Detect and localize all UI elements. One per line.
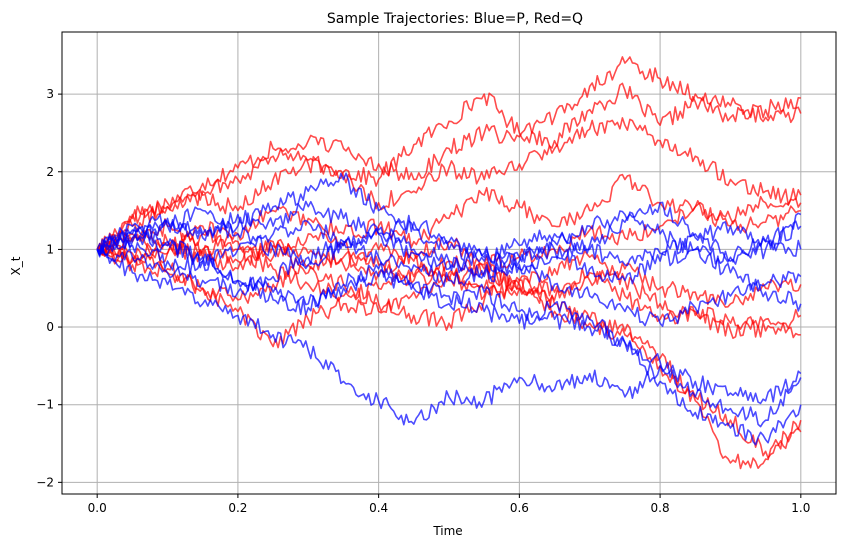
x-tick-label: 0.4 — [369, 501, 388, 515]
trajectory-q-line — [97, 117, 802, 251]
y-tick-label: 1 — [46, 242, 54, 256]
chart-title: Sample Trajectories: Blue=P, Red=Q — [327, 11, 583, 27]
trajectory-p-line — [96, 206, 802, 274]
trajectory-p-line — [96, 222, 802, 428]
y-tick-label: −1 — [36, 398, 54, 412]
trajectory-p-line — [96, 172, 802, 274]
trajectory-q-line — [96, 243, 802, 349]
x-tick-label: 1.0 — [791, 501, 810, 515]
trajectory-p-line — [96, 226, 802, 446]
x-axis-label: Time — [432, 524, 462, 538]
trajectory-q-line — [96, 56, 802, 254]
y-tick-label: 3 — [46, 87, 54, 101]
y-axis-ticks: −2 −1 0 1 2 3 — [36, 87, 62, 489]
trajectory-q-line — [97, 187, 802, 304]
trajectory-p-line — [96, 219, 802, 312]
trajectory-q-line — [97, 173, 801, 259]
y-tick-label: 0 — [46, 320, 54, 334]
trajectory-q-line — [96, 229, 801, 340]
plot-frame — [61, 31, 837, 495]
x-tick-label: 0.8 — [651, 501, 670, 515]
x-axis-ticks: 0.0 0.2 0.4 0.6 0.8 1.0 — [88, 494, 810, 515]
trajectory-p-line — [97, 200, 802, 267]
y-tick-label: −2 — [36, 475, 54, 489]
x-tick-label: 0.0 — [88, 501, 107, 515]
series-lines — [96, 56, 802, 470]
x-tick-label: 0.2 — [228, 501, 247, 515]
trajectory-p-line — [96, 223, 802, 328]
trajectory-p-line — [96, 242, 802, 426]
y-tick-label: 2 — [46, 165, 54, 179]
y-axis-label: X_t — [9, 256, 23, 275]
x-tick-label: 0.6 — [510, 501, 529, 515]
